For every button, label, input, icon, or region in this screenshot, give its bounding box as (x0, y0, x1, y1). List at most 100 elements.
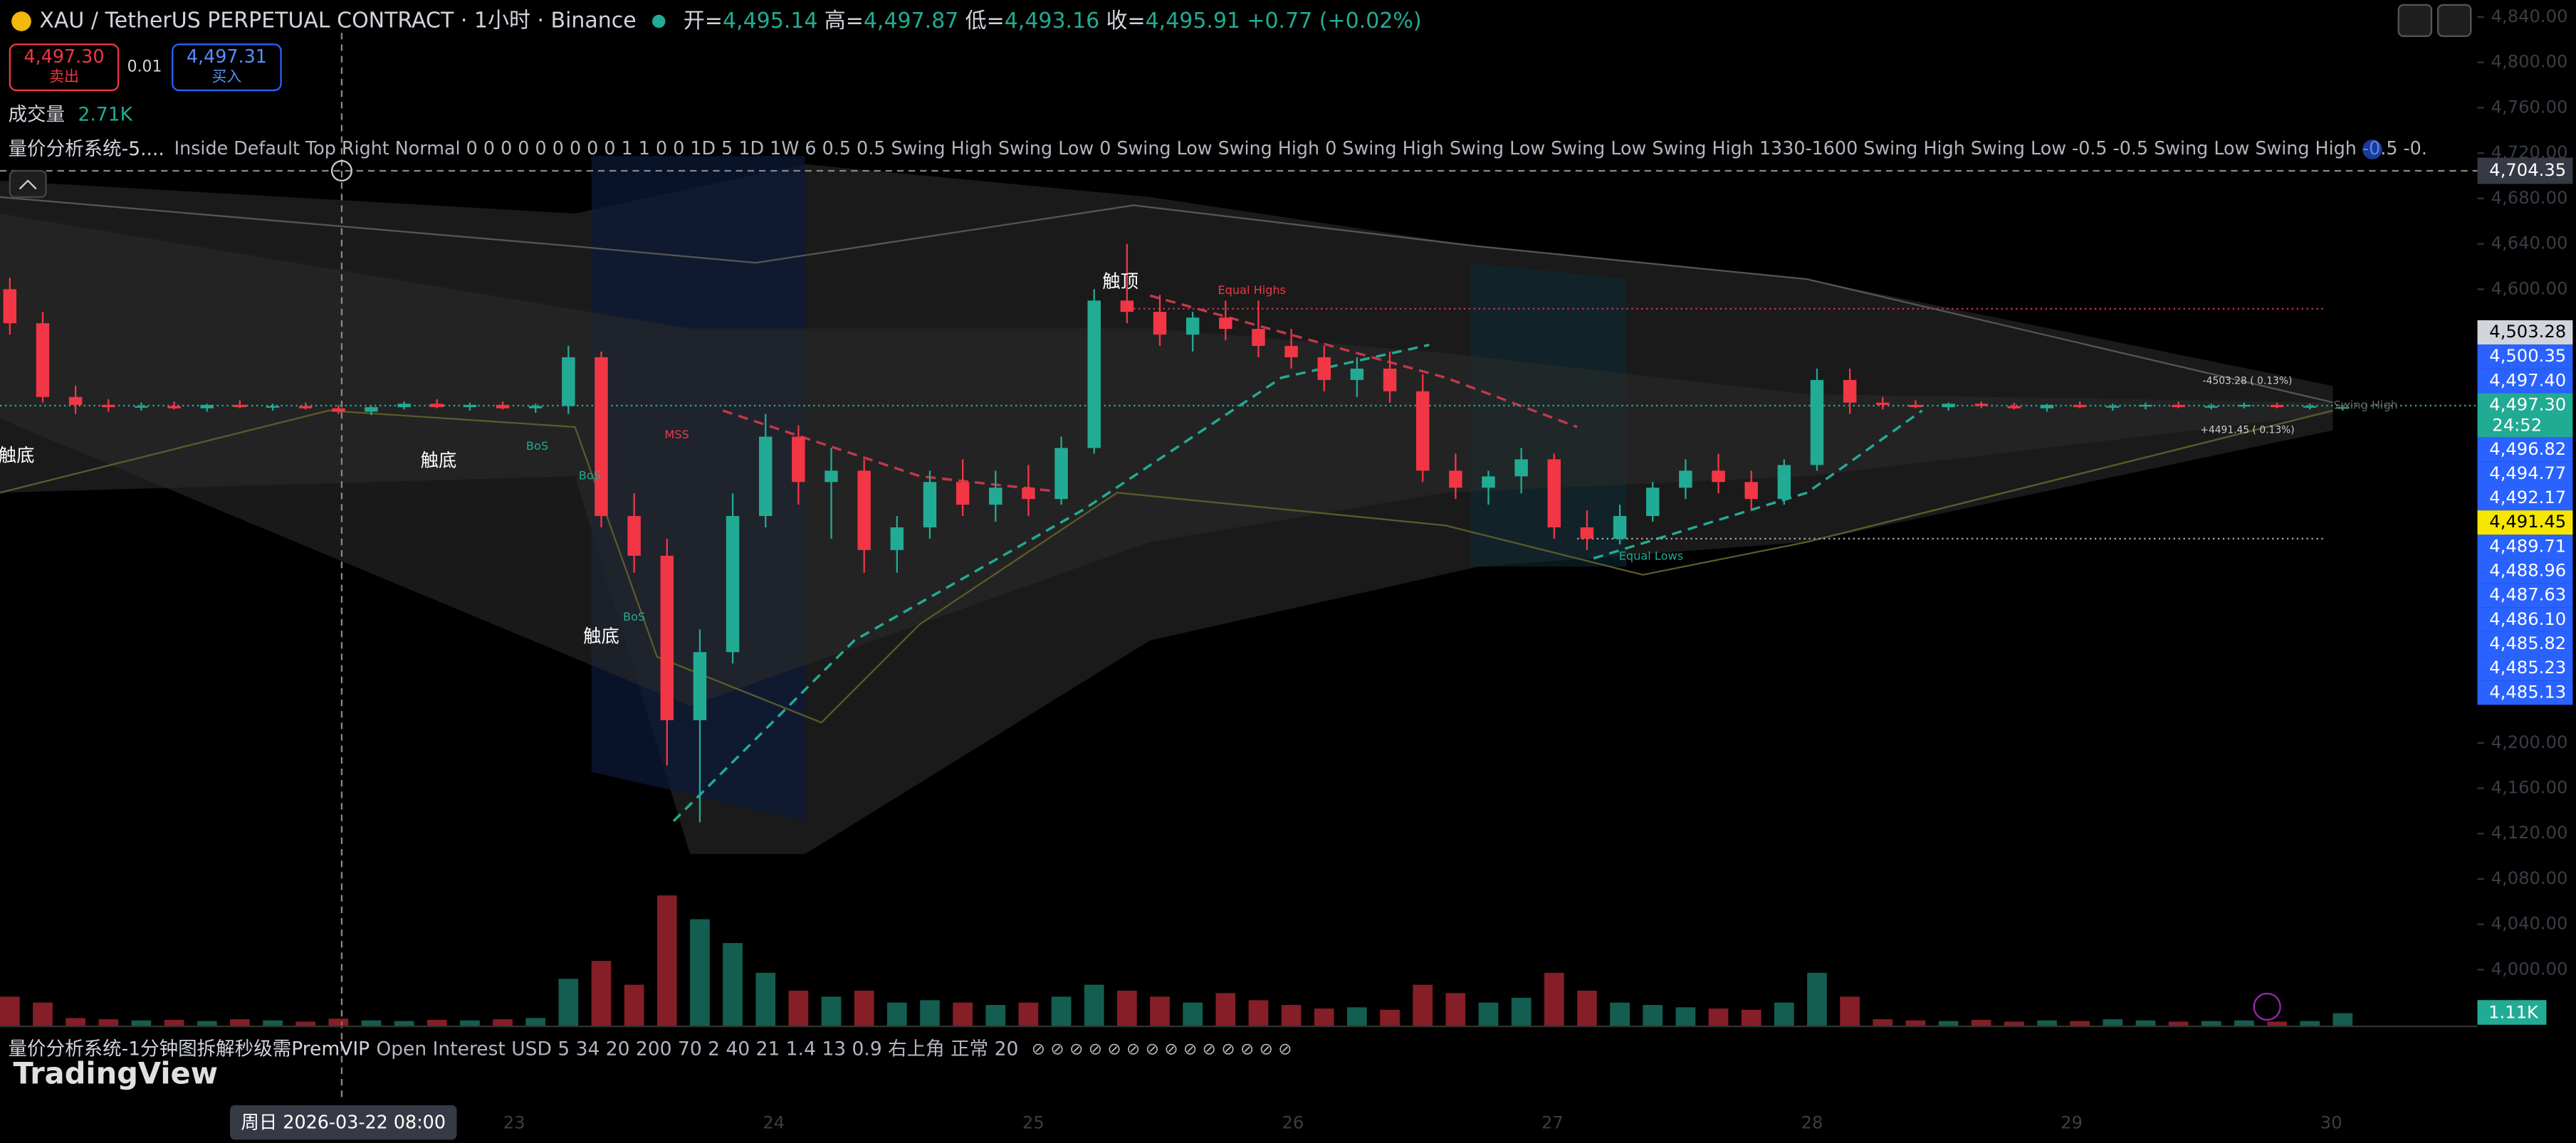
candle-body (1712, 470, 1725, 483)
scroll-button[interactable] (2397, 4, 2433, 37)
price-label: 4,487.63 (2489, 585, 2566, 605)
crosshair-date: 周日 2026-03-22 08:00 (241, 1111, 446, 1132)
volume-bar (723, 943, 743, 1027)
bands (0, 33, 2478, 1100)
volume-bar (755, 972, 776, 1027)
candle-body (1022, 488, 1035, 500)
crosshair-date-bg (230, 1105, 457, 1140)
y-tick-label: 4,600.00 (2491, 278, 2568, 298)
reset-button[interactable] (2437, 4, 2472, 37)
value: 4,493.16 (1005, 9, 1100, 33)
candle-body (463, 404, 477, 408)
candle-body (1876, 402, 1890, 405)
candle-body (1383, 368, 1397, 391)
volume-badge: 1.11K (2488, 1003, 2539, 1023)
envelope (0, 409, 2333, 724)
collapse-button[interactable] (9, 169, 47, 199)
price-label-bg (2477, 680, 2573, 705)
volume-bar (1610, 1002, 1630, 1027)
volume-legend: 成交量 2.71K (9, 103, 133, 125)
candle-body (1120, 300, 1134, 312)
annotation: Swing High (2333, 398, 2398, 411)
annotation: BoS (526, 439, 548, 453)
candle-body (1744, 482, 1758, 500)
price-label: 4,491.45 (2489, 512, 2566, 532)
volume-bar (1774, 1002, 1794, 1027)
label: 收= (1106, 9, 1145, 33)
buy-button[interactable] (172, 43, 282, 92)
band (0, 213, 2333, 707)
volume-bar (1084, 984, 1104, 1027)
candle-body (102, 404, 115, 408)
price-label-bg (2477, 461, 2573, 487)
volume-bar (2070, 1021, 2090, 1027)
volume-bar (1478, 1002, 1499, 1027)
candle-body (2270, 404, 2284, 408)
candle-body (1482, 476, 1495, 488)
envelope (0, 196, 2333, 404)
x-tick-label: 23 (503, 1112, 525, 1132)
volume-bar (1018, 1002, 1039, 1027)
value: 4,497.87 (864, 9, 959, 33)
candle-body (1646, 488, 1660, 517)
buy-price: 4,497.31 (187, 46, 267, 67)
candle-body (1415, 391, 1430, 471)
price-label: 4,494.77 (2489, 463, 2566, 483)
candle-body (1547, 459, 1561, 528)
volume-bar (1741, 1009, 1761, 1027)
indicator-icon[interactable] (2362, 139, 2382, 159)
annotation: +4491.45 ( 0.13%) (2200, 425, 2294, 436)
volume-bar (656, 895, 677, 1027)
label: 开= (684, 9, 723, 33)
alert-icon[interactable] (2253, 992, 2281, 1021)
name: 量价分析系统-5.... (9, 137, 164, 159)
candle-body (1153, 312, 1167, 335)
candle-body (2336, 407, 2350, 409)
volume-bar (2037, 1020, 2057, 1027)
candle-body (2172, 404, 2185, 408)
label: 成交量 (9, 103, 66, 125)
value: 4,495.91 (1146, 9, 1241, 33)
price-label-bg (2477, 510, 2573, 535)
candle-body (3, 289, 17, 324)
volume-bar (2135, 1020, 2156, 1027)
volume-bar (295, 1021, 316, 1027)
price-label-bg (2477, 534, 2573, 559)
candle-body (135, 406, 148, 408)
annotation: -4503.28 ( 0.13%) (2203, 375, 2293, 386)
candle-body (1909, 404, 1922, 408)
indicator-2: 量价分析系统-1分钟图拆解秒级需PremVIP Open Interest USD… (9, 1038, 1292, 1060)
volume-bar (66, 1018, 85, 1027)
price-label-bg (2477, 631, 2573, 657)
x-tick-label: 29 (2061, 1112, 2083, 1132)
volume-bar (263, 1020, 283, 1027)
price-label-bg (2477, 320, 2573, 345)
candle-body (759, 436, 773, 517)
volume-bar (1117, 990, 1137, 1027)
symbol: XAU / TetherUS PERPETUAL CONTRACT · 1小时 … (39, 9, 636, 33)
candle-body (1777, 465, 1791, 500)
candle-body (1613, 516, 1627, 539)
annotation: 触底 (421, 449, 457, 470)
volume-bar (1807, 972, 1827, 1027)
volume-bar (1347, 1007, 1367, 1027)
candle-body (1449, 470, 1462, 488)
volume-bar (1905, 1020, 1926, 1027)
candle-body (2106, 406, 2120, 408)
candle-body (1942, 404, 1955, 408)
sell-button[interactable] (9, 43, 120, 92)
volume-bar (2168, 1021, 2189, 1027)
x-tick-label: 30 (2320, 1112, 2342, 1132)
candle-body (2007, 406, 2021, 409)
volume-bar (525, 1018, 546, 1027)
y-tick-label: 4,760.00 (2491, 97, 2568, 117)
candle-body (2204, 406, 2218, 408)
y-tick-label: 4,080.00 (2491, 868, 2568, 888)
price-label: 4,496.82 (2489, 439, 2566, 459)
candle-body (365, 407, 378, 412)
spread: 0.01 (127, 58, 162, 76)
candle-body (595, 357, 608, 517)
volume-bar (1938, 1021, 1959, 1027)
candle-body (233, 404, 247, 408)
